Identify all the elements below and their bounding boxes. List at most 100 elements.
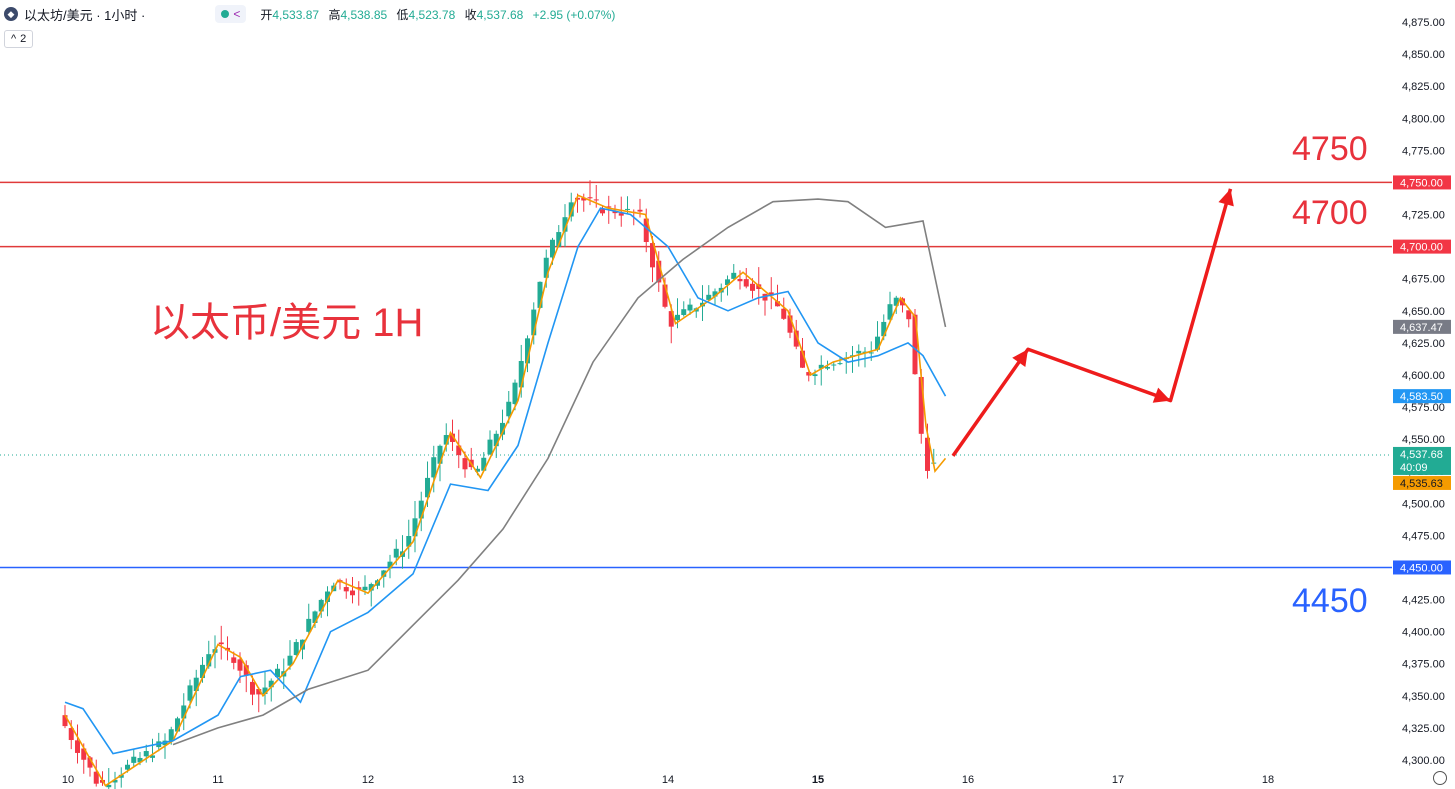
collapse-indicators-button[interactable]: ^ 2 bbox=[4, 30, 34, 48]
candle-body bbox=[793, 330, 799, 347]
ma-fast-badge-bg bbox=[1393, 475, 1451, 490]
candle-body bbox=[293, 642, 299, 655]
candle-body bbox=[906, 310, 912, 320]
candle-body bbox=[287, 655, 293, 666]
candle-body bbox=[93, 771, 99, 784]
price-badge-text: 4,750.00 bbox=[1400, 177, 1443, 189]
close-value: 4,537.68 bbox=[476, 7, 524, 22]
indicator-pill[interactable]: < bbox=[215, 5, 247, 23]
candle-body bbox=[531, 309, 537, 336]
candle-body bbox=[562, 217, 568, 232]
share-icon[interactable]: < bbox=[233, 7, 241, 21]
candle-body bbox=[787, 315, 793, 333]
price-badge-bg bbox=[1393, 239, 1451, 254]
candle-body bbox=[112, 779, 118, 783]
y-tick-label: 4,550.00 bbox=[1402, 434, 1445, 446]
candle-body bbox=[600, 209, 605, 214]
candle-body bbox=[687, 304, 693, 311]
candle-body bbox=[518, 361, 524, 388]
candle-body bbox=[775, 301, 780, 307]
candle-body bbox=[268, 680, 274, 688]
candle-body bbox=[737, 278, 743, 282]
candle-body bbox=[475, 468, 480, 472]
candle-body bbox=[275, 668, 280, 678]
x-tick-label: 15 bbox=[812, 774, 824, 786]
y-tick-label: 4,800.00 bbox=[1402, 113, 1445, 125]
candle-body bbox=[168, 729, 174, 741]
low-label: 低 bbox=[396, 7, 409, 22]
y-tick-label: 4,675.00 bbox=[1402, 274, 1445, 286]
projection-arrow-line bbox=[951, 188, 1233, 457]
price-badge-bg bbox=[1393, 319, 1451, 334]
candle-body bbox=[68, 728, 74, 741]
candle-body bbox=[512, 382, 518, 405]
open-value: 4,533.87 bbox=[272, 7, 320, 22]
candle-body bbox=[218, 642, 224, 645]
candle-body bbox=[837, 363, 843, 365]
status-dot-icon bbox=[221, 10, 230, 18]
candle-body bbox=[118, 774, 124, 778]
price-badge-text: 4,583.50 bbox=[1400, 391, 1443, 403]
symbol-title[interactable]: 以太坊/美元 · 1小时 · bbox=[24, 7, 146, 23]
settings-icon[interactable] bbox=[1433, 771, 1447, 785]
high-value: 4,538.85 bbox=[340, 7, 388, 22]
candle-body bbox=[393, 548, 399, 558]
candle-body bbox=[712, 291, 718, 297]
candle-body bbox=[343, 587, 349, 592]
y-tick-label: 4,300.00 bbox=[1402, 755, 1445, 767]
candle-body bbox=[506, 401, 512, 417]
candle-body bbox=[650, 243, 655, 268]
x-tick-label: 12 bbox=[362, 774, 374, 786]
candle-body bbox=[81, 748, 87, 760]
y-tick-label: 4,425.00 bbox=[1402, 595, 1445, 607]
candle-body bbox=[556, 232, 562, 247]
candle-body bbox=[62, 715, 68, 727]
candle-body bbox=[706, 294, 712, 300]
candle-body bbox=[431, 457, 437, 478]
countdown-timer-text: 40:09 bbox=[1400, 462, 1428, 474]
chevron-up-icon: ^ bbox=[11, 33, 17, 45]
candle-body bbox=[900, 298, 905, 306]
candle-body bbox=[137, 757, 143, 763]
x-tick-label: 17 bbox=[1112, 774, 1124, 786]
price-badge-bg bbox=[1393, 389, 1451, 404]
last-price-badge-bg bbox=[1393, 446, 1451, 475]
candle-body bbox=[387, 561, 393, 569]
candle-body bbox=[593, 199, 599, 201]
candle-body bbox=[581, 197, 587, 201]
x-tick-label: 14 bbox=[662, 774, 674, 786]
candle-body bbox=[681, 309, 687, 315]
ma-fast-badge: 4,535.63 bbox=[1393, 475, 1451, 490]
level-label-4750: 4750 bbox=[1292, 130, 1368, 168]
y-tick-label: 4,850.00 bbox=[1402, 49, 1445, 61]
candle-body bbox=[825, 366, 830, 369]
candle-body bbox=[662, 284, 668, 307]
candle-body bbox=[893, 297, 899, 306]
candle-body bbox=[418, 500, 424, 519]
candle-body bbox=[568, 202, 574, 217]
candle-body bbox=[462, 458, 468, 470]
y-tick-label: 4,875.00 bbox=[1402, 17, 1445, 29]
candle-body bbox=[500, 422, 505, 435]
price-badge-text: 4,450.00 bbox=[1400, 562, 1443, 574]
open-label: 开 bbox=[260, 7, 273, 22]
candle-body bbox=[206, 654, 212, 667]
candle-body bbox=[456, 445, 462, 456]
x-tick-label: 10 bbox=[62, 774, 74, 786]
candle-body bbox=[812, 374, 818, 377]
candle-body bbox=[106, 784, 112, 788]
candle-body bbox=[143, 751, 149, 757]
price-badge: 4,583.50 bbox=[1393, 389, 1451, 404]
candle-body bbox=[131, 756, 137, 763]
candle-body bbox=[625, 208, 630, 210]
level-label-4450: 4450 bbox=[1292, 582, 1368, 620]
moving-average-line bbox=[64, 207, 947, 755]
candle-body bbox=[643, 218, 649, 243]
candle-body bbox=[481, 457, 487, 471]
candle-body bbox=[875, 336, 880, 350]
candle-body bbox=[525, 338, 530, 364]
candle-body bbox=[493, 433, 499, 447]
candle-body bbox=[887, 304, 893, 320]
